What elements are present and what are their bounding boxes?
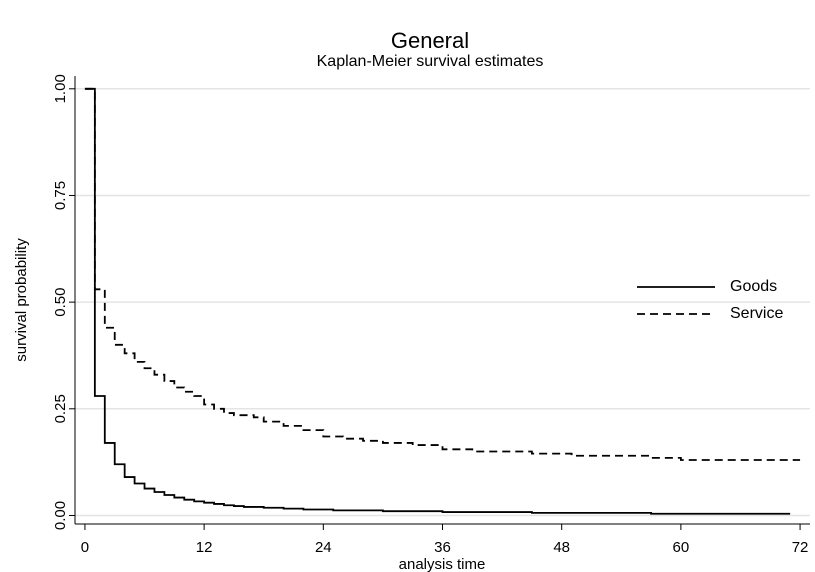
x-axis-label: analysis time xyxy=(399,556,486,572)
survival-line xyxy=(84,87,791,515)
y-tick-label: 1.00 xyxy=(52,74,69,103)
y-axis-label: survival probability xyxy=(13,238,30,362)
x-tick-label: 0 xyxy=(81,539,89,556)
y-tick-label: 0.25 xyxy=(52,394,69,423)
x-tick-label: 24 xyxy=(315,539,332,556)
x-tick-label: 48 xyxy=(553,539,570,556)
chart-title: General xyxy=(391,28,469,53)
y-tick-label: 0.00 xyxy=(52,501,69,530)
x-tick-label: 12 xyxy=(196,539,213,556)
chart-subtitle: Kaplan-Meier survival estimates xyxy=(317,53,544,70)
y-tick-label: 0.75 xyxy=(52,181,69,210)
survival-line xyxy=(84,87,801,461)
legend-label: Goods xyxy=(730,278,777,295)
x-tick-label: 36 xyxy=(434,539,451,556)
legend-label: Service xyxy=(730,305,783,322)
x-tick-label: 72 xyxy=(792,539,809,556)
x-tick-label: 60 xyxy=(673,539,690,556)
y-tick-label: 0.50 xyxy=(52,288,69,317)
